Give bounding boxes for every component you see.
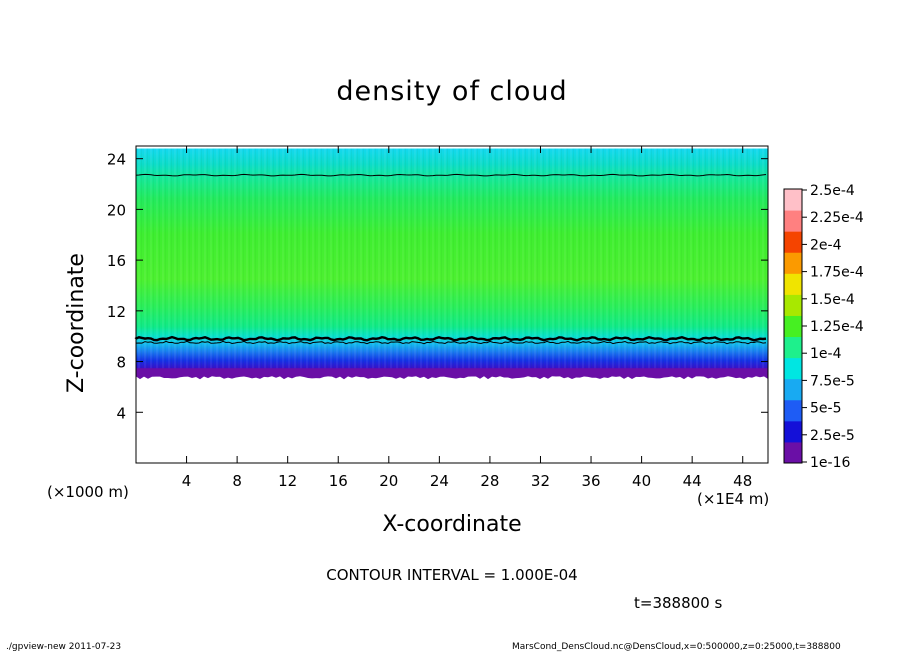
contour-lines: [134, 173, 767, 345]
footer-left: ./gpview-new 2011-07-23: [6, 642, 122, 652]
x-unit-left: (×1000 m): [47, 483, 129, 501]
y-tick-label: 20: [107, 201, 126, 219]
colorbar-swatch: [784, 399, 802, 422]
x-tick-label: 28: [480, 472, 499, 490]
colorbar-swatch: [784, 378, 802, 401]
colorbar-label: 5e-5: [810, 401, 841, 417]
colorbar-swatch: [784, 315, 802, 338]
x-tick-label: 44: [683, 472, 702, 490]
contour-interval: CONTOUR INTERVAL = 1.000E-04: [326, 566, 578, 584]
y-tick-label: 16: [107, 252, 126, 270]
lower-contour-secondary: [135, 340, 767, 345]
x-tick-label: 16: [329, 472, 348, 490]
colorbar-swatch: [784, 252, 802, 274]
colorbar-label: 1.5e-4: [810, 292, 855, 308]
x-axis: 4 8 12 16 20 24 28 32 36 40 44 48: [182, 146, 752, 490]
x-tick-label: 36: [581, 472, 600, 490]
y-axis: 4 8 12 16 20 24: [107, 151, 768, 422]
colorbar: 1e-16 2.5e-5 5e-5 7.5e-5 1e-4 1.25e-4 1.5e-4 1.…: [783, 183, 864, 471]
upper-contour: [135, 173, 767, 177]
colorbar-swatch: [784, 357, 802, 380]
y-tick-label: 8: [116, 354, 126, 372]
colorbar-swatch: [784, 294, 802, 316]
footer-right: MarsCond_DensCloud.nc@DensCloud,x=0:5000…: [512, 642, 841, 652]
colorbar-swatch: [784, 210, 802, 232]
colorbar-swatch: [784, 420, 802, 443]
x-axis-label: X-coordinate: [382, 512, 522, 537]
colorbar-label: 7.5e-5: [810, 373, 855, 389]
colorbar-label: 2.25e-4: [810, 210, 864, 226]
cloud-base-edge: [136, 368, 768, 380]
x-unit-right: (×1E4 m): [697, 490, 770, 508]
colorbar-label: 1e-4: [810, 346, 842, 362]
x-tick-label: 12: [278, 472, 297, 490]
y-tick-label: 12: [107, 303, 126, 321]
x-tick-label: 40: [632, 472, 651, 490]
chart-title: density of cloud: [336, 76, 568, 107]
colorbar-label: 1.25e-4: [810, 319, 864, 335]
colorbar-label: 2e-4: [810, 237, 842, 253]
x-tick-label: 24: [430, 472, 449, 490]
x-tick-label: 48: [733, 472, 752, 490]
x-tick-label: 8: [232, 472, 242, 490]
colorbar-swatch: [784, 189, 802, 211]
lower-contour: [134, 335, 767, 342]
colorbar-swatch: [784, 336, 802, 359]
cloud-texture: [136, 148, 768, 375]
y-tick-label: 24: [107, 151, 126, 169]
colorbar-label: 1e-16: [810, 455, 850, 471]
y-tick-label: 4: [116, 404, 126, 422]
colorbar-label: 2.5e-4: [810, 183, 855, 199]
x-tick-label: 4: [182, 472, 192, 490]
colorbar-swatch: [784, 441, 802, 464]
plot-frame: [135, 145, 769, 464]
x-tick-label: 20: [379, 472, 398, 490]
colorbar-label: 1.75e-4: [810, 265, 864, 281]
density-field: [136, 148, 768, 380]
colorbar-swatch: [784, 231, 802, 253]
time-label: t=388800 s: [634, 594, 723, 612]
colorbar-swatch: [784, 273, 802, 295]
colorbar-label: 2.5e-5: [810, 428, 855, 444]
y-axis-label: Z-coordinate: [64, 253, 89, 393]
x-tick-label: 32: [531, 472, 550, 490]
